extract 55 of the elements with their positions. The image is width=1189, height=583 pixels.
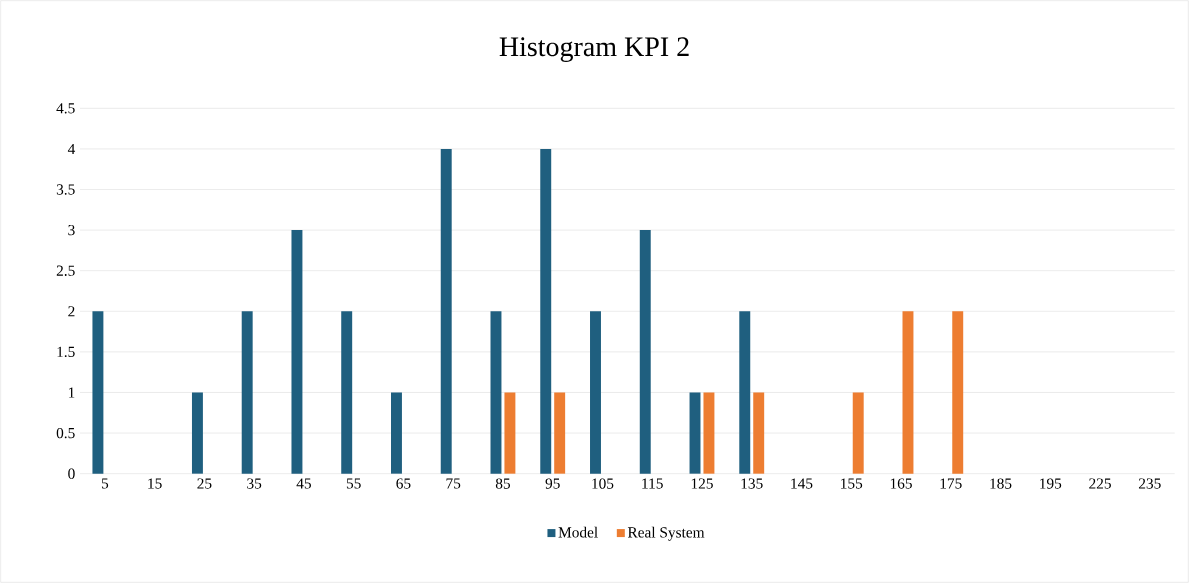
x-tick-label: 25 (197, 478, 212, 489)
bar (540, 148, 552, 474)
x-tick-label: 165 (890, 478, 912, 489)
bar (92, 311, 104, 474)
chart-title: Histogram KPI 2 (499, 37, 689, 62)
bar (852, 392, 864, 474)
x-tick-label: 85 (495, 478, 511, 489)
bar (739, 311, 751, 474)
bar (504, 392, 516, 474)
bar (902, 311, 914, 474)
x-tick-label: 185 (990, 478, 1012, 489)
y-tick-label: 2.5 (56, 265, 75, 276)
bar (952, 311, 964, 474)
x-tick-label: 135 (741, 478, 763, 489)
bar (554, 392, 566, 474)
legend-label: Real System (627, 526, 705, 541)
bar (440, 148, 452, 474)
x-tick-label: 5 (101, 478, 109, 489)
y-tick-label: 3 (68, 224, 75, 236)
y-tick-label: 4.5 (56, 103, 75, 114)
bar (291, 230, 303, 474)
x-tick-label: 45 (296, 478, 311, 489)
x-tick-label: 225 (1089, 478, 1111, 489)
bar (703, 392, 715, 474)
y-tick-label: 2 (68, 306, 75, 317)
y-tick-label: 0 (68, 468, 75, 479)
x-tick-label: 115 (642, 478, 663, 489)
x-tick-label: 35 (247, 478, 262, 489)
bar (490, 311, 502, 474)
y-tick-label: 1.5 (57, 346, 75, 358)
y-tick-label: 4 (67, 143, 76, 154)
x-tick-label: 75 (446, 478, 461, 489)
bar (639, 230, 651, 474)
x-tick-label: 125 (691, 478, 713, 489)
bar (590, 311, 601, 474)
bar (390, 392, 402, 474)
bar (341, 311, 353, 474)
bar (753, 392, 765, 474)
bar (191, 392, 203, 474)
x-tick-label: 195 (1040, 478, 1062, 489)
x-tick-label: 145 (791, 478, 813, 489)
y-tick-label: 1 (68, 387, 75, 398)
legend-label: Model (558, 526, 598, 538)
x-tick-label: 95 (545, 478, 560, 489)
x-tick-label: 155 (841, 478, 863, 489)
x-tick-label: 235 (1138, 478, 1161, 489)
x-tick-label: 55 (346, 478, 361, 489)
bar (689, 392, 701, 474)
x-tick-label: 15 (148, 478, 162, 489)
x-tick-label: 65 (396, 478, 411, 489)
y-tick-label: 0.5 (56, 427, 75, 439)
y-tick-label: 3.5 (56, 184, 75, 195)
x-tick-label: 175 (940, 478, 962, 489)
x-tick-label: 105 (592, 478, 614, 489)
bar (241, 311, 253, 474)
